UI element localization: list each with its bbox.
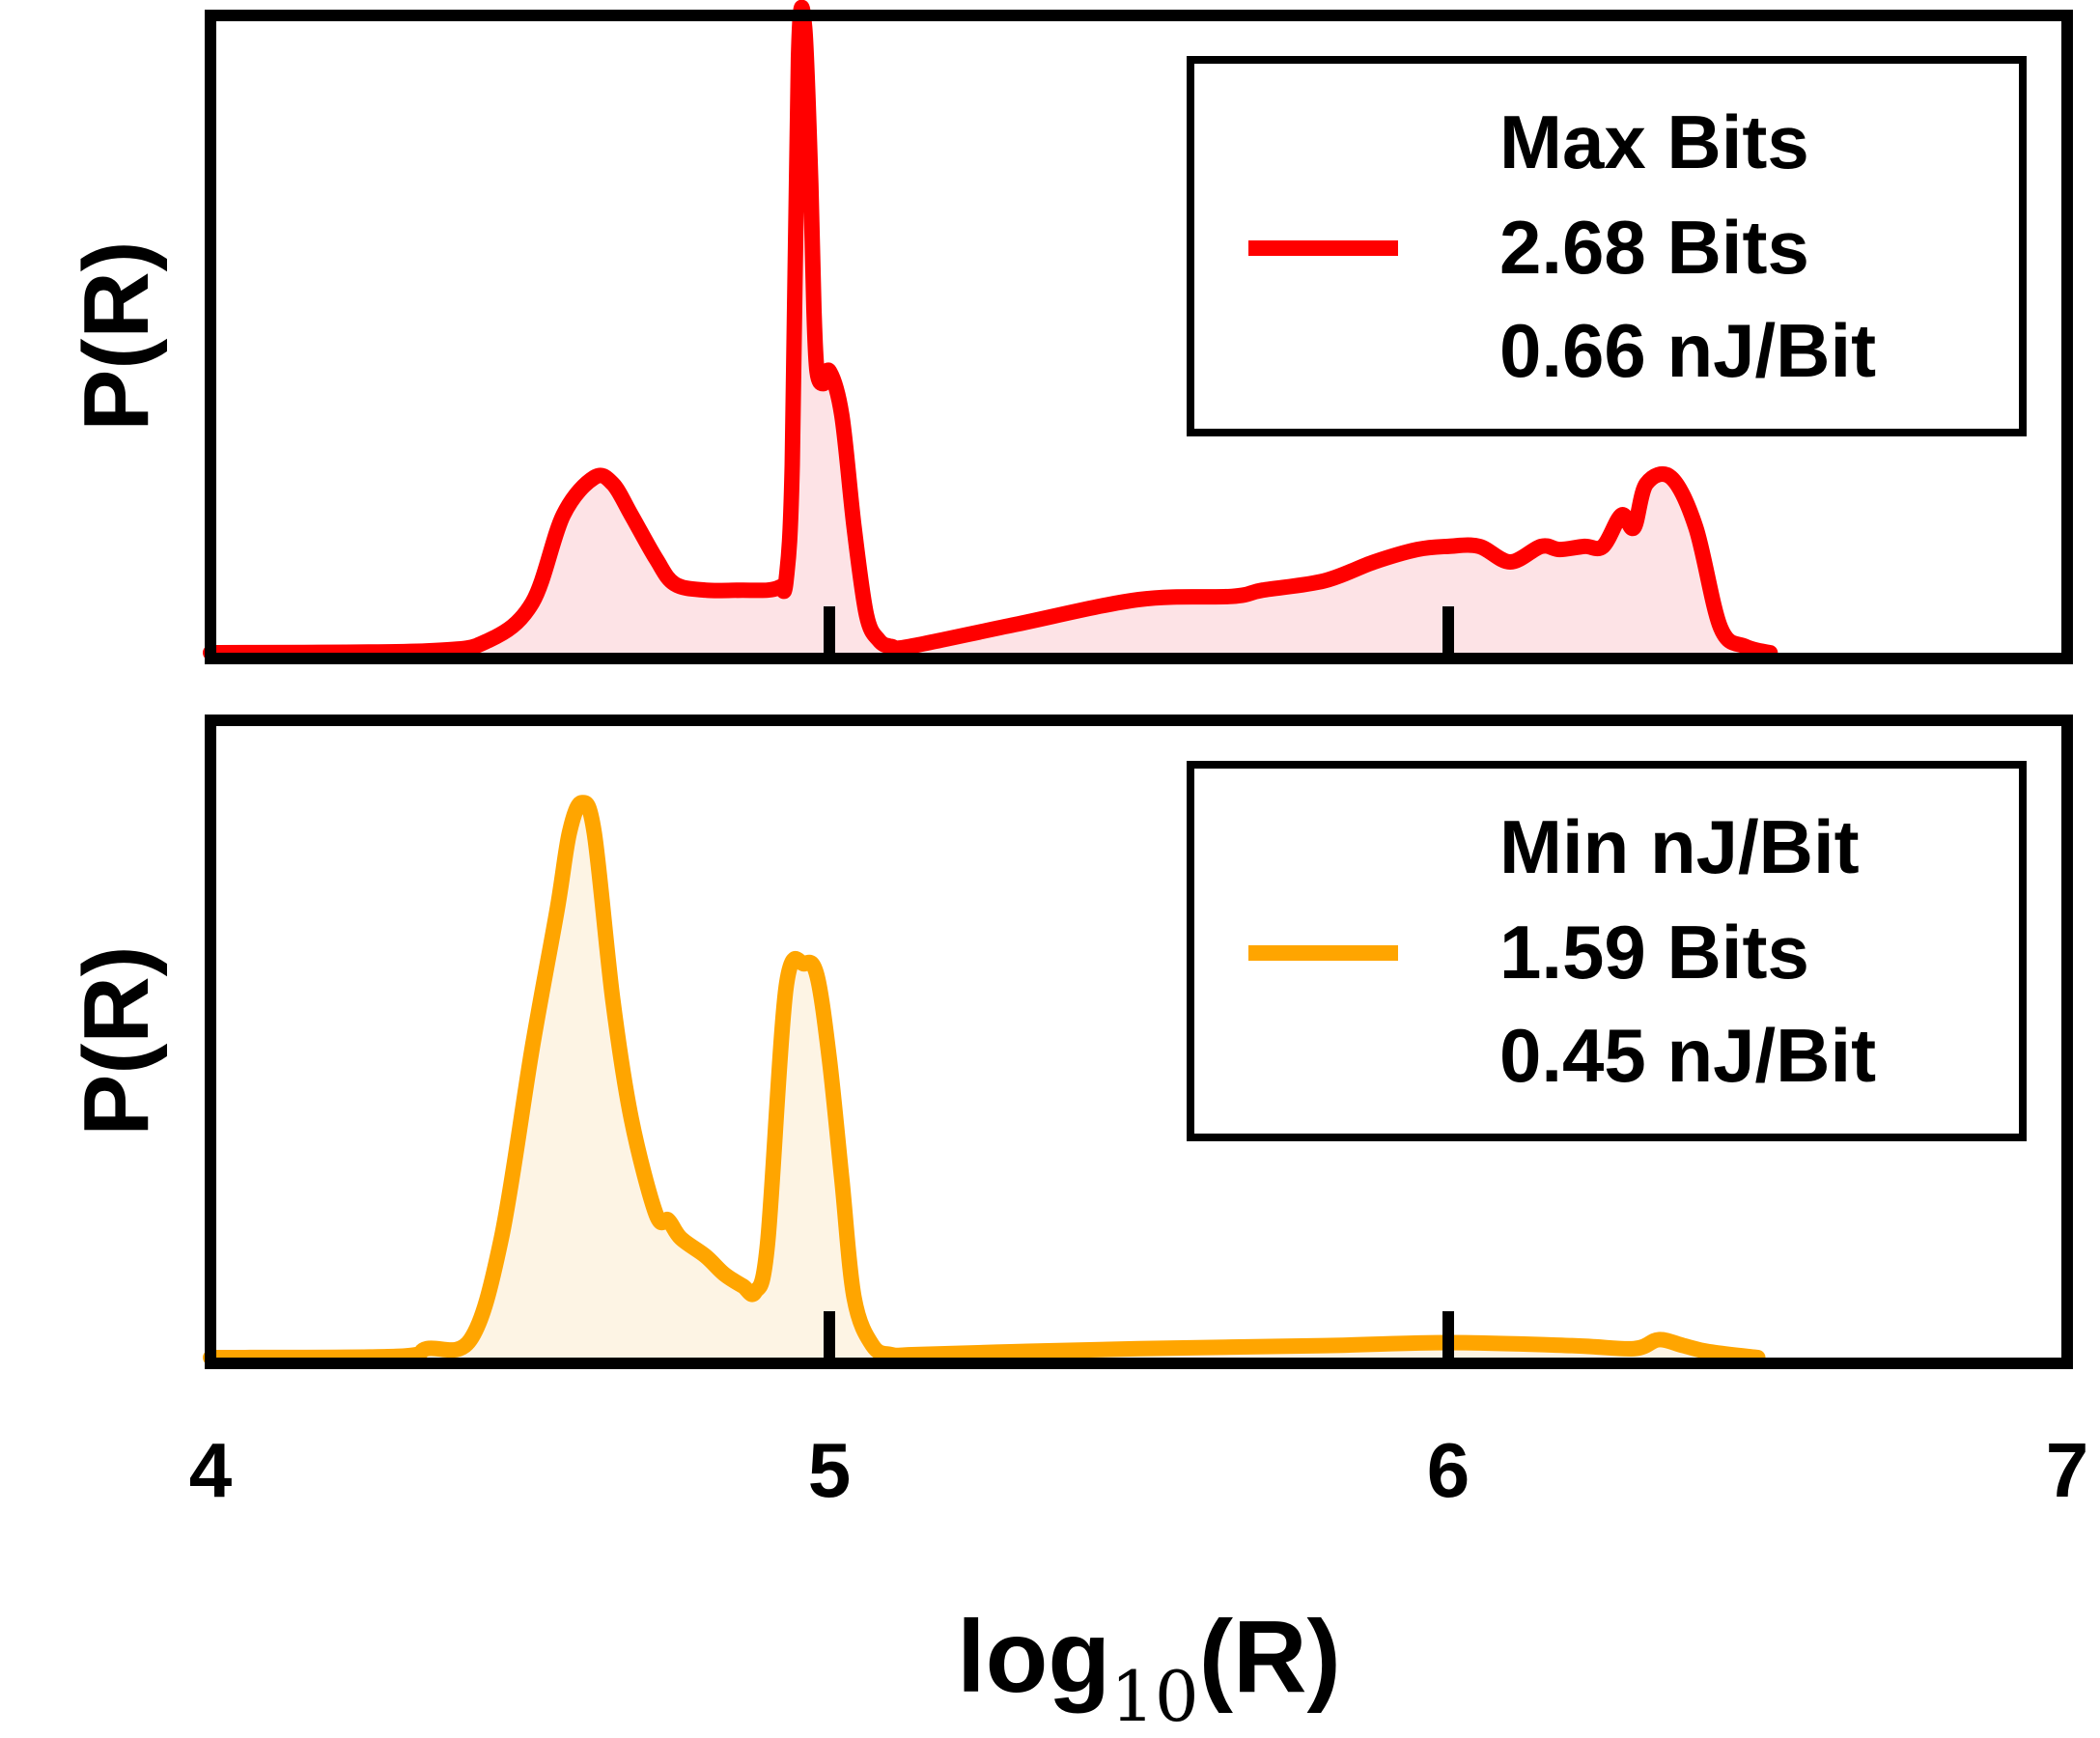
top-legend-line-1: Max Bits	[1499, 99, 1809, 184]
top-legend-line-3: 0.66 nJ/Bit	[1499, 308, 1876, 393]
xtick-label-4: 4	[189, 1427, 233, 1513]
top-series-line	[203, 0, 1778, 660]
bottom-legend-line-1: Min nJ/Bit	[1499, 804, 1860, 889]
x-axis-label: log10(R)	[957, 1600, 1341, 1737]
bottom-series-line	[203, 795, 1766, 1365]
bottom-ylabel: P(R)	[65, 945, 168, 1135]
top-legend: Max Bits 2.68 Bits 0.66 nJ/Bit	[1187, 56, 2027, 436]
xtick-label-7: 7	[2046, 1427, 2089, 1513]
top-series-area	[210, 7, 1771, 654]
xtick-labels: 4 5 6 7	[189, 1427, 2089, 1513]
bottom-legend-line-2: 1.59 Bits	[1499, 910, 1809, 995]
x-axis-label-subscript: 10	[1110, 1656, 1199, 1737]
top-legend-line-2: 2.68 Bits	[1499, 205, 1809, 290]
top-panel: Max Bits 2.68 Bits 0.66 nJ/Bit P(R)	[65, 0, 2073, 664]
bottom-series-area	[210, 802, 1758, 1358]
bottom-panel: Min nJ/Bit 1.59 Bits 0.45 nJ/Bit P(R) 4 5…	[65, 715, 2089, 1737]
top-plot-frame	[205, 10, 2073, 664]
top-ylabel: P(R)	[65, 240, 168, 431]
x-axis-label-main: log	[957, 1600, 1110, 1714]
bottom-legend: Min nJ/Bit 1.59 Bits 0.45 nJ/Bit	[1187, 761, 2027, 1141]
bottom-legend-line-3: 0.45 nJ/Bit	[1499, 1013, 1876, 1098]
bottom-plot-frame	[205, 715, 2073, 1369]
x-axis-label-tail: (R)	[1199, 1600, 1341, 1714]
xtick-label-5: 5	[808, 1427, 852, 1513]
xtick-label-6: 6	[1427, 1427, 1470, 1513]
bottom-xticks	[824, 1311, 1454, 1358]
top-xticks	[824, 606, 1454, 653]
